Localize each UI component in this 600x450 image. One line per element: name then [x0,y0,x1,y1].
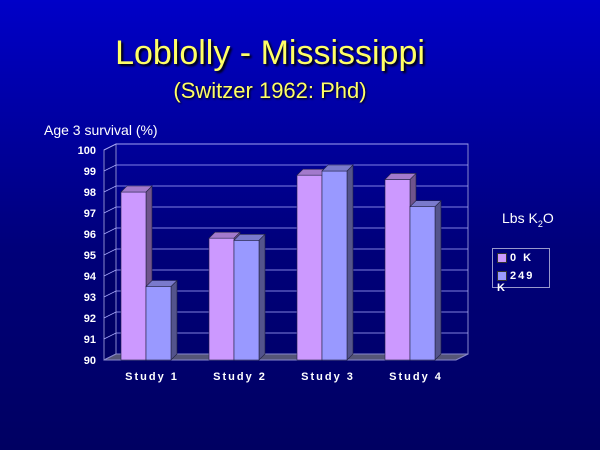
legend-item-0k: 0 K [497,252,533,266]
y-tick-label: 95 [84,250,96,262]
x-tick-label: Study 2 [213,371,267,383]
y-tick-label: 90 [84,355,96,367]
y-axis-label: Age 3 survival (%) [44,122,158,138]
slide-subtitle: (Switzer 1962: Phd) [173,78,367,103]
legend: 0 K 249 K [492,248,550,294]
legend-title-subscript: 2 [537,218,543,229]
legend-title-suffix: O [542,210,554,226]
legend-swatch-0k [497,253,507,264]
bar-study-1-0-k [120,185,153,361]
legend-item-249k: 249 K [497,270,549,294]
x-tick-label: Study 1 [125,371,179,383]
legend-label-249k: 249 K [497,270,535,294]
legend-title-main: Lbs K [502,210,538,226]
legend-label-0k: 0 K [510,252,534,264]
y-tick-label: 94 [84,271,97,283]
y-tick-label: 92 [84,313,96,325]
legend-title: Lbs K2O [502,210,554,229]
legend-swatch-249k [497,271,507,282]
slide-title: Loblolly - Mississippi [115,34,425,72]
y-tick-label: 91 [84,334,96,346]
y-tick-label: 93 [84,292,96,304]
y-tick-label: 97 [84,208,96,220]
y-tick-label: 100 [78,145,96,157]
y-tick-label: 98 [84,187,96,199]
x-tick-label: Study 4 [389,371,443,383]
gridline [103,164,468,172]
y-tick-label: 96 [84,229,96,241]
x-tick-label: Study 3 [301,371,355,383]
y-tick-label: 99 [84,166,96,178]
bar-study-3-249-k [321,164,354,361]
bar-study-2-249-k [233,233,266,361]
gridline [103,143,468,151]
bar-study-4-249-k [409,199,442,361]
bar-study-1-249-k [145,279,178,361]
